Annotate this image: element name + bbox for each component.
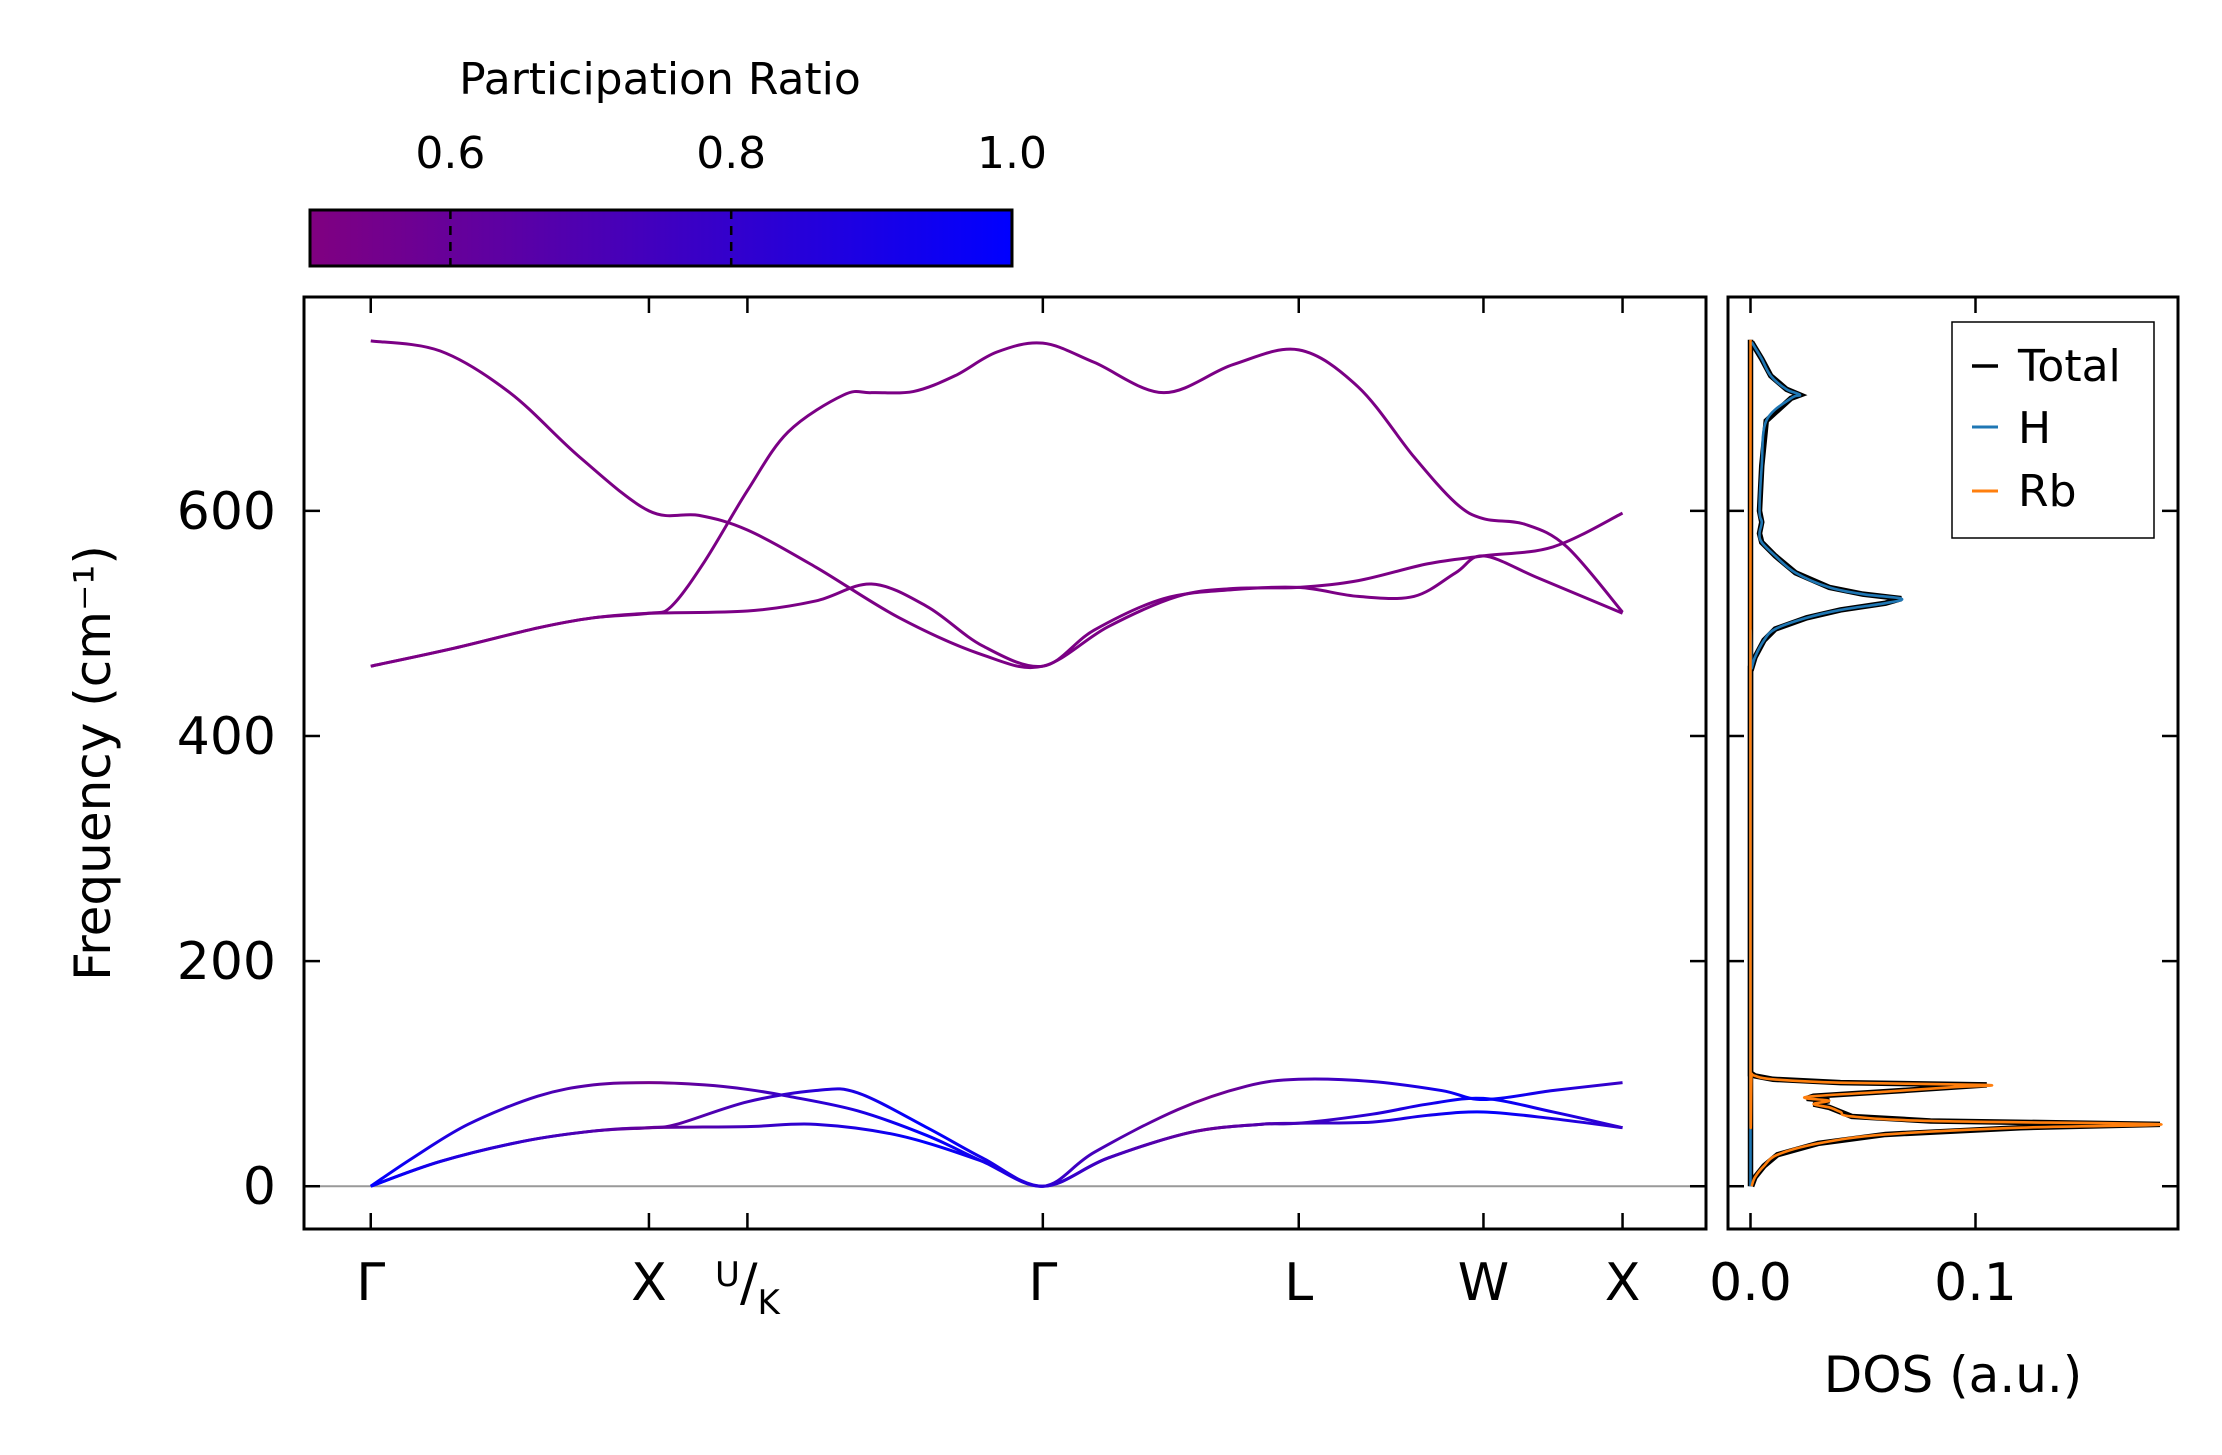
- y-tick-label: 200: [177, 932, 276, 992]
- colorbar-gradient: [308, 208, 1014, 268]
- legend-box: [1951, 321, 2155, 539]
- dos-line-h: [1749, 341, 1904, 1187]
- colorbar-tick-label: 0.6: [415, 128, 485, 179]
- kpoint-label: Γ: [1028, 1253, 1057, 1313]
- dos-total-line-high: [1747, 340, 1903, 1187]
- dos-legend: Total H Rb: [1951, 321, 2155, 539]
- y-tick-label: 0: [243, 1157, 276, 1217]
- kpoint-label: X: [631, 1253, 667, 1313]
- band-axes-frame: [302, 295, 1708, 1231]
- legend-label-total: Total: [2017, 341, 2121, 392]
- dos-x-tick-label: 0.1: [1934, 1253, 2017, 1313]
- band-line-acoustic-TA2: [370, 1087, 1623, 1188]
- kpoint-label: L: [1284, 1253, 1313, 1313]
- colorbar-tick-label: 0.8: [696, 128, 766, 179]
- colorbar-title: Participation Ratio: [459, 54, 861, 105]
- kpoint-label: W: [1458, 1253, 1509, 1313]
- colorbar-tick-label: 1.0: [977, 128, 1047, 179]
- legend-label-rb: Rb: [2018, 466, 2077, 517]
- band-line-acoustic-TA1: [369, 1077, 1623, 1188]
- dos-axes-frame: [1726, 295, 2180, 1231]
- band-line-optical-3: [370, 554, 1624, 669]
- kpoint-label: Γ: [356, 1253, 385, 1313]
- dos-x-tick-label: 0.0: [1709, 1253, 1792, 1313]
- kpoint-label: X: [1605, 1253, 1641, 1313]
- y-axis-label: Frequency (cm⁻¹): [64, 545, 122, 981]
- band-line-acoustic-LA: [370, 1110, 1623, 1188]
- dos-x-axis-label: DOS (a.u.): [1824, 1346, 2083, 1404]
- y-tick-label: 600: [177, 482, 276, 542]
- dos-line-rb: [1749, 339, 2163, 1187]
- band-structure-panel: 0 200 400 600 Γ X U/K Γ L W X Frequency (cm⁻¹): [64, 295, 1708, 1323]
- dos-panel: 0.0 0.1 DOS (a.u.) Total H Rb: [1709, 295, 2180, 1404]
- legend-label-h: H: [2018, 403, 2051, 454]
- colorbar: Participation Ratio 0.6 0.8 1.0: [308, 54, 1047, 268]
- y-tick-label: 400: [177, 707, 276, 767]
- band-line-optical-1: [370, 339, 1624, 670]
- band-line-optical-2: [370, 341, 1624, 668]
- kpoint-label-combined: U/K: [715, 1253, 781, 1323]
